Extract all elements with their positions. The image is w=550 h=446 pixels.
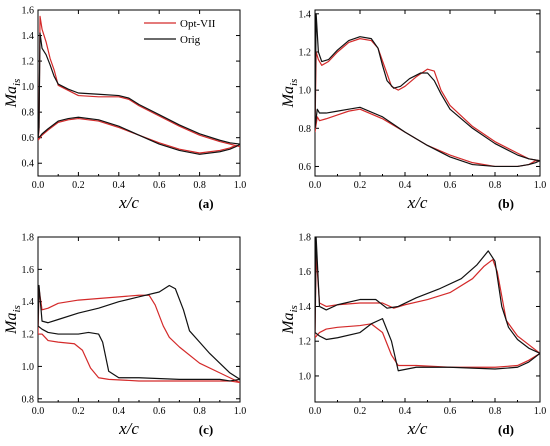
y-tick-label: 0.6 [22,133,35,144]
x-tick-label: 0.6 [153,406,166,417]
y-tick-label: 1.4 [22,297,35,308]
x-tick-label: 1.0 [234,406,247,417]
y-tick-label: 0.8 [299,124,312,135]
x-tick-label: 0.2 [354,180,367,191]
panel-a: 0.0 0.2 0.4 0.6 0.8 1.0 0.4 0.6 0.8 1.0 1.2 1.4 1.6 x… [3,6,246,213]
x-tick-label: 0.4 [113,406,126,417]
panel-label: (d) [498,422,514,437]
y-tick-label: 1.0 [299,86,312,97]
x-tick-label: 0.0 [32,406,45,417]
x-tick-label: 0.8 [193,406,206,417]
y-tick-label: 1.2 [299,47,312,58]
y-axis-title: Mais [3,79,23,109]
panel-c: 0.0 0.2 0.4 0.6 0.8 1.0 0.8 1.0 1.2 1.4 1.6 1.8 x/c M… [3,233,246,439]
y-tick-label: 1.6 [299,267,312,278]
plot-frame [314,9,541,177]
y-tick-label: 1.6 [22,265,35,276]
y-tick-label: 1.2 [22,57,35,68]
y-tick-label: 1.0 [22,82,35,93]
x-tick-label: 1.0 [534,180,547,191]
x-tick-label: 0.8 [489,406,502,417]
y-tick-label: 1.6 [22,6,35,17]
plot-frame [37,9,241,177]
y-tick-label: 1.2 [299,337,312,348]
y-tick-label: 1.2 [22,330,35,341]
y-axis-title: Mais [280,79,300,109]
y-axis-title: Mais [3,305,23,335]
legend: Opt-VII Orig [144,18,216,46]
series-line-opt-vii [38,15,240,154]
y-tick-label: 1.8 [22,233,35,244]
x-tick-label: 0.4 [399,180,412,191]
y-tick-label: 0.4 [22,159,35,170]
x-tick-label: 0.0 [32,180,45,191]
y-tick-label: 1.4 [299,9,312,20]
y-axis-title: Mais [280,305,300,335]
x-tick-label: 0.0 [309,180,322,191]
series-line-orig [38,32,240,155]
panel-d: 0.0 0.2 0.4 0.6 0.8 1.0 1.0 1.2 1.4 1.6 1.8 x/c Mais… [280,233,546,439]
x-tick-label: 0.2 [354,406,367,417]
x-tick-label: 0.6 [444,180,457,191]
y-tick-label: 0.8 [22,394,35,405]
x-axis-title: x/c [118,419,139,438]
y-tick-label: 0.6 [299,162,312,173]
x-tick-label: 0.2 [72,180,85,191]
x-tick-label: 1.0 [234,180,247,191]
series-line-opt-vii [315,38,540,168]
series-line-orig [38,284,240,382]
panel-b: 0.0 0.2 0.4 0.6 0.8 1.0 0.6 0.8 1.0 1.2 1.4 x/c Mais… [280,9,546,212]
y-tick-label: 1.8 [299,233,312,244]
x-tick-label: 0.8 [489,180,502,191]
panel-label: (c) [199,422,213,437]
x-tick-label: 0.8 [193,180,206,191]
x-axis-title: x/c [407,419,428,438]
y-tick-label: 1.0 [22,362,35,373]
x-tick-label: 0.4 [399,406,412,417]
panel-label: (b) [498,196,514,211]
series-line-opt-vii [38,288,240,384]
x-axis-title: x/c [118,193,139,212]
y-tick-label: 1.4 [22,31,35,42]
y-tick-label: 0.8 [22,108,35,119]
x-tick-label: 0.4 [113,180,126,191]
x-tick-label: 0.0 [309,406,322,417]
legend-label: Orig [180,34,201,46]
x-tick-label: 0.6 [444,406,457,417]
x-tick-label: 1.0 [534,406,547,417]
x-axis-title: x/c [407,193,428,212]
series-line-orig [315,237,540,372]
series-line-orig [315,13,540,168]
x-tick-label: 0.2 [72,406,85,417]
panel-label: (a) [198,196,213,211]
series-line-opt-vii [315,253,540,368]
y-tick-label: 1.0 [299,371,312,382]
legend-label: Opt-VII [180,18,216,30]
y-tick-label: 1.4 [299,302,312,313]
x-tick-label: 0.6 [153,180,166,191]
